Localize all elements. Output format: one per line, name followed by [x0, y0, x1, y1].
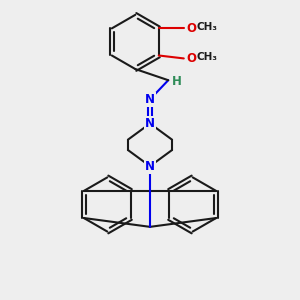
Text: N: N	[145, 117, 155, 130]
Text: O: O	[186, 52, 196, 65]
Text: O: O	[186, 22, 196, 35]
Text: CH₃: CH₃	[196, 52, 217, 62]
Text: CH₃: CH₃	[196, 22, 217, 32]
Text: N: N	[145, 93, 155, 106]
Text: H: H	[172, 75, 182, 88]
Text: N: N	[145, 160, 155, 173]
